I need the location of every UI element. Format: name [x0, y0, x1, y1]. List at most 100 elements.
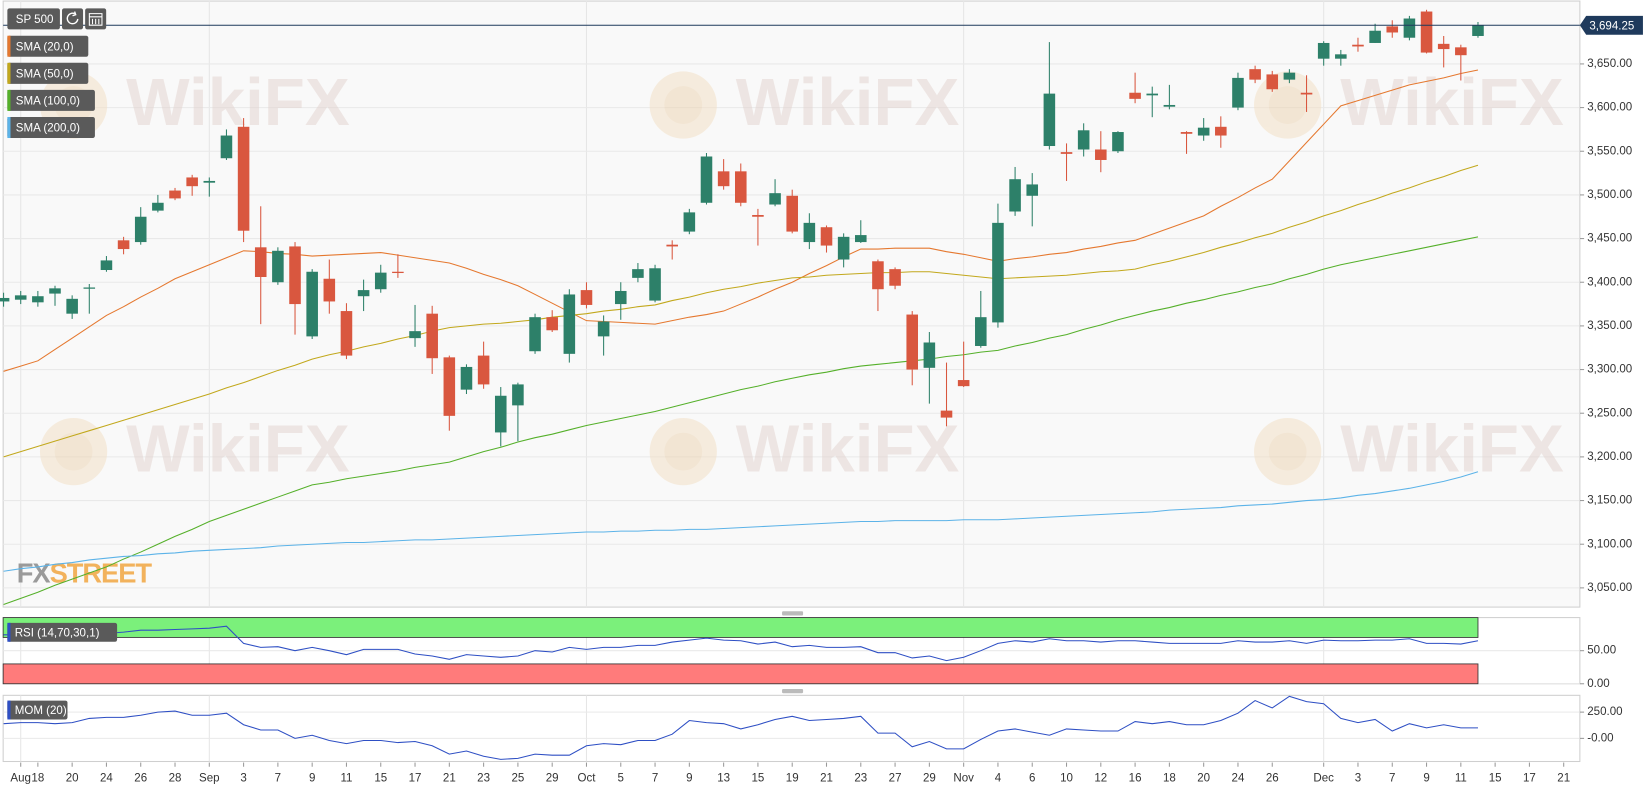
candle-body [254, 247, 267, 277]
logo-fx: FX [17, 558, 51, 589]
y-tick-label: 3,500.00 [1587, 189, 1632, 201]
x-tick-label: 15 [751, 772, 764, 784]
candle-body [717, 171, 730, 187]
logo: FXSTREET [17, 558, 153, 589]
candle-body [1283, 72, 1296, 80]
candle-body [323, 278, 336, 302]
legend-box [7, 117, 95, 139]
candle-body [923, 342, 936, 368]
calendar-icon [88, 13, 103, 26]
candle-body [734, 171, 747, 203]
candle-body [1026, 184, 1039, 196]
watermark-text: WikiFX [736, 412, 960, 487]
watermark-text: WikiFX [126, 412, 350, 487]
x-tick-label: 13 [717, 772, 730, 784]
candle-body [443, 357, 456, 416]
candle-body [752, 214, 764, 217]
y-tick-label: 3,450.00 [1587, 233, 1632, 245]
candle-body [837, 236, 850, 260]
panel-background [2, 694, 1581, 763]
candle-body [580, 290, 593, 305]
candle-body [134, 216, 147, 243]
candle-body [1317, 42, 1330, 59]
candle-body [1352, 44, 1364, 47]
candle-body [683, 212, 696, 232]
x-tick-label: 18 [1163, 772, 1176, 784]
candle-body [666, 244, 678, 247]
candle-body [597, 321, 610, 337]
x-tick-label: 25 [511, 772, 524, 784]
x-tick-label: 7 [1389, 772, 1395, 784]
candle-body [786, 195, 798, 232]
x-tick-label: 6 [1029, 772, 1035, 784]
y-tick-label: 50.00 [1587, 645, 1616, 657]
candle-body [1386, 26, 1399, 33]
candle-body [992, 222, 1004, 323]
y-tick-label: 3,400.00 [1587, 276, 1632, 288]
candle-body [237, 126, 250, 231]
watermark-icon-inner [54, 432, 93, 471]
x-tick-label: 9 [309, 772, 315, 784]
candle-body [649, 268, 661, 301]
candle-body [374, 272, 387, 290]
sma-line [3, 236, 1479, 605]
title-box [7, 8, 60, 30]
y-tick-label: 3,050.00 [1587, 582, 1632, 594]
candle-body [1009, 179, 1021, 212]
candle-body [889, 269, 901, 286]
y-tick-label: 3,150.00 [1587, 495, 1632, 507]
legend-swatch [7, 117, 11, 139]
candle-body [1472, 25, 1484, 36]
x-tick-label: 12 [1094, 772, 1107, 784]
indicator-legend-swatch [7, 700, 11, 720]
watermark: WikiFX [1254, 412, 1564, 486]
x-tick-label: 28 [169, 772, 182, 784]
watermark-icon-inner [664, 86, 703, 124]
candle-body [83, 287, 96, 289]
candle-body [392, 271, 404, 274]
x-tick-label: 3 [240, 772, 246, 784]
watermark-text: WikiFX [736, 65, 960, 140]
legend-box [7, 35, 89, 57]
candle-body [1060, 152, 1073, 154]
x-tick-label: Nov [953, 772, 974, 784]
candle-body [117, 240, 130, 250]
rsi-band [2, 663, 1479, 685]
y-tick-label: 3,250.00 [1587, 407, 1632, 419]
x-tick-label: 27 [889, 772, 902, 784]
candle-body [632, 269, 644, 278]
x-tick-label: Dec [1313, 772, 1334, 784]
candle-body [820, 227, 833, 246]
candle-body [289, 246, 301, 305]
x-tick-label: 7 [275, 772, 281, 784]
x-tick-label: 4 [995, 772, 1002, 784]
x-tick-label: 26 [1266, 772, 1279, 784]
candle-body [186, 177, 198, 187]
logo-street: STREET [50, 558, 153, 589]
candle-body [1437, 43, 1450, 50]
y-tick-label: 3,650.00 [1587, 58, 1632, 70]
x-tick-label: 21 [820, 772, 833, 784]
x-tick-label: Oct [577, 772, 596, 784]
candle-body [529, 317, 541, 352]
candle-body [477, 355, 490, 385]
legend-label: SMA (100,0) [16, 96, 80, 108]
x-tick-label: Sep [199, 772, 220, 784]
candle-body [14, 295, 27, 300]
refresh-button[interactable] [62, 8, 84, 30]
indicator-line [3, 695, 1478, 760]
candle-body [32, 296, 44, 303]
chart-title: SP 500 [16, 14, 54, 26]
candle-body [1180, 132, 1193, 134]
x-tick-label: 20 [1197, 772, 1210, 784]
x-tick-label: 24 [1232, 772, 1245, 784]
indicator-legend-swatch [7, 622, 11, 642]
sma-line [3, 69, 1479, 372]
legend-label: SMA (50,0) [16, 68, 74, 80]
candle-body [1163, 104, 1176, 107]
candle-body [272, 250, 284, 283]
panel-handle [782, 611, 804, 616]
candle-body [1249, 69, 1261, 80]
legend-swatch [7, 62, 11, 84]
